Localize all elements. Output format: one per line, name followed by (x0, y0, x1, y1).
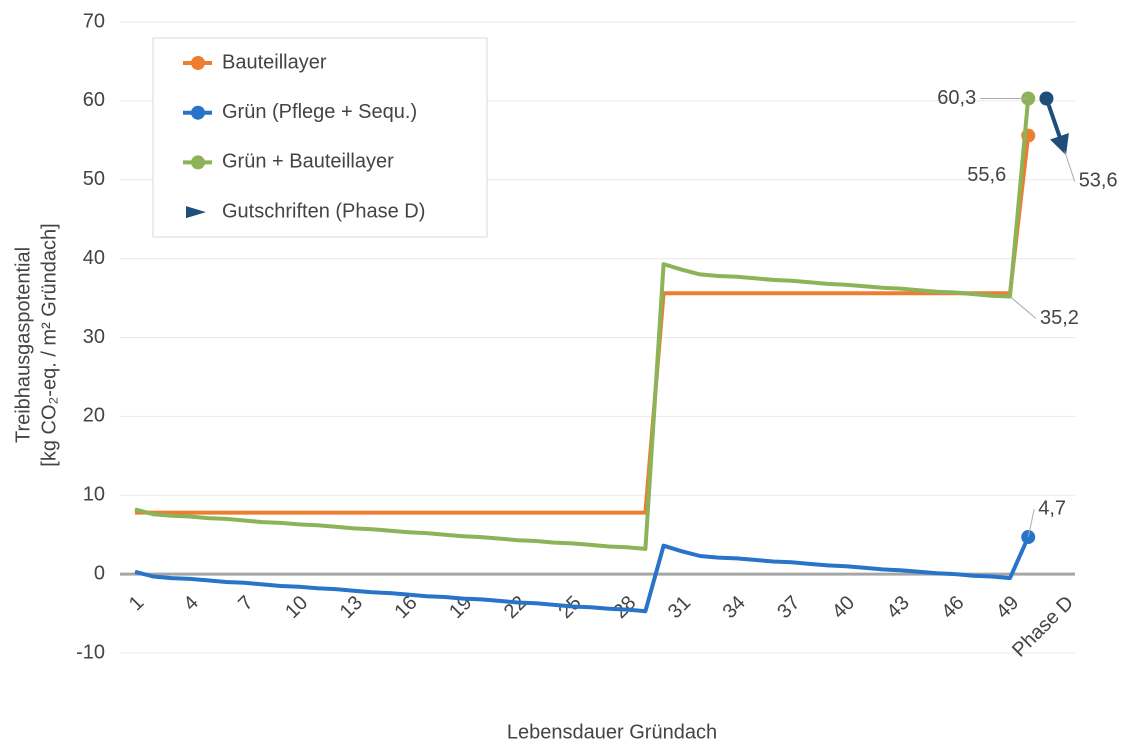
x-tick-label: 4 (180, 592, 203, 615)
x-tick-label: 7 (234, 592, 257, 615)
line (134, 536, 1031, 614)
line (135, 135, 1031, 515)
y-tick-label: 20 (83, 405, 105, 427)
legend-label: Grün (Pflege + Sequ.) (222, 101, 417, 123)
x-tick-label: 37 (773, 592, 804, 623)
x-tick-label: 46 (937, 592, 968, 623)
x-tick-label: 49 (992, 592, 1023, 623)
data-label: 55,6 (967, 164, 1006, 186)
data-label: 35,2 (1040, 307, 1079, 329)
line (134, 98, 1031, 551)
y-axis-title: Treibhausgaspotential (12, 247, 34, 443)
y-tick-label: -10 (76, 641, 105, 663)
x-tick-label: 22 (500, 592, 531, 623)
leader-line (1027, 508, 1035, 538)
y-tick-label: 40 (83, 247, 105, 269)
legend-box (152, 37, 488, 238)
x-tick-label: 34 (719, 592, 750, 623)
y-tick-label: 70 (83, 10, 105, 32)
arrow (1044, 97, 1069, 156)
legend-label: Gutschriften (Phase D) (222, 200, 425, 222)
legend-symbol (191, 105, 205, 120)
legend: Bauteillayer Grün (Pflege + Sequ.) Grün + … (152, 37, 488, 238)
x-tick-label: 31 (664, 592, 695, 623)
legend-label: Bauteillayer (222, 51, 327, 73)
data-label: 53,6 (1079, 170, 1118, 192)
marker (1039, 91, 1054, 106)
y-tick-label: 10 (83, 484, 105, 506)
legend-symbol (186, 206, 206, 219)
x-tick-label: 1 (125, 592, 148, 615)
x-tick-label: 10 (281, 592, 312, 623)
x-tick-label: 40 (828, 592, 859, 623)
x-axis-title: Lebensdauer Gründach (507, 721, 717, 743)
leader-line (1009, 296, 1037, 319)
legend-symbol (191, 155, 205, 170)
y-axis-title: [kg CO₂-eq. / m² Gründach] (38, 223, 60, 466)
y-tick-label: 30 (83, 326, 105, 348)
y-tick-label: 60 (83, 89, 105, 111)
y-tick-label: 50 (83, 168, 105, 190)
data-label: 4,7 (1038, 497, 1066, 519)
data-label: 60,3 (937, 87, 976, 109)
leader-line (1064, 151, 1076, 182)
x-tick-label: 13 (336, 592, 367, 623)
legend-symbol (191, 56, 205, 70)
y-tick-label: 0 (94, 562, 105, 584)
x-tick-label: 43 (883, 592, 914, 623)
legend-label: Grün + Bauteillayer (222, 151, 394, 173)
x-tick-label: Phase D (1008, 592, 1078, 662)
